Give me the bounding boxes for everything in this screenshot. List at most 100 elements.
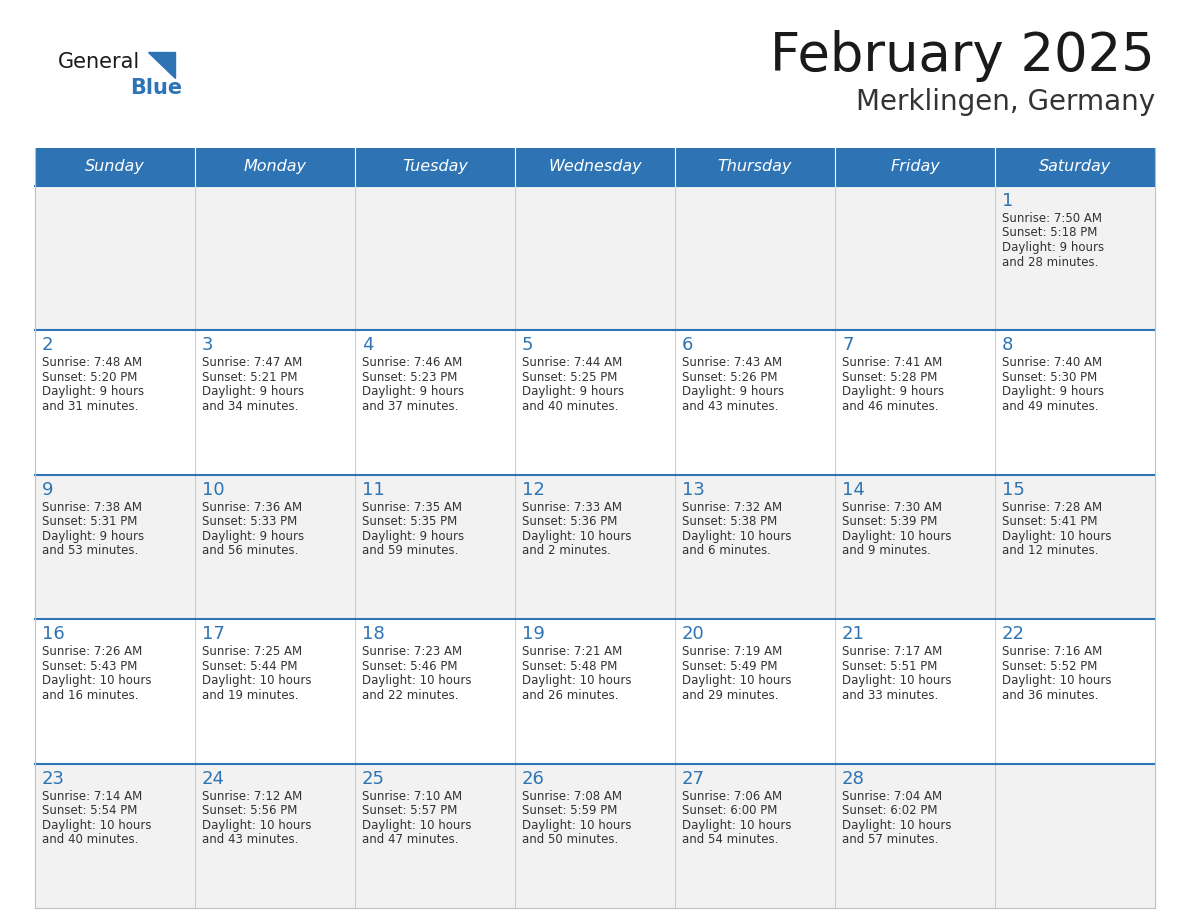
Text: Sunrise: 7:26 AM: Sunrise: 7:26 AM bbox=[42, 645, 143, 658]
Text: Sunset: 5:51 PM: Sunset: 5:51 PM bbox=[842, 660, 937, 673]
Text: and 40 minutes.: and 40 minutes. bbox=[42, 834, 138, 846]
Bar bbox=[34, 475, 195, 620]
Text: Daylight: 10 hours: Daylight: 10 hours bbox=[682, 530, 791, 543]
Text: and 50 minutes.: and 50 minutes. bbox=[522, 834, 618, 846]
Text: and 37 minutes.: and 37 minutes. bbox=[362, 400, 459, 413]
Text: Friday: Friday bbox=[890, 160, 940, 174]
Text: and 6 minutes.: and 6 minutes. bbox=[682, 544, 771, 557]
Bar bbox=[355, 764, 516, 908]
Text: Sunrise: 7:04 AM: Sunrise: 7:04 AM bbox=[842, 789, 942, 802]
Bar bbox=[516, 475, 675, 620]
Text: Daylight: 10 hours: Daylight: 10 hours bbox=[1001, 530, 1112, 543]
Text: and 43 minutes.: and 43 minutes. bbox=[682, 400, 778, 413]
Text: and 33 minutes.: and 33 minutes. bbox=[842, 688, 939, 701]
Bar bbox=[195, 330, 355, 475]
Text: and 40 minutes.: and 40 minutes. bbox=[522, 400, 619, 413]
Text: 15: 15 bbox=[1001, 481, 1025, 498]
Text: and 2 minutes.: and 2 minutes. bbox=[522, 544, 611, 557]
Text: General: General bbox=[58, 52, 140, 72]
Text: 23: 23 bbox=[42, 769, 65, 788]
Text: February 2025: February 2025 bbox=[770, 30, 1155, 82]
Text: 28: 28 bbox=[842, 769, 865, 788]
Text: and 49 minutes.: and 49 minutes. bbox=[1001, 400, 1099, 413]
Text: Sunset: 5:38 PM: Sunset: 5:38 PM bbox=[682, 515, 777, 528]
Text: and 53 minutes.: and 53 minutes. bbox=[42, 544, 138, 557]
Text: Sunset: 5:25 PM: Sunset: 5:25 PM bbox=[522, 371, 618, 384]
Text: and 29 minutes.: and 29 minutes. bbox=[682, 688, 778, 701]
Text: Sunrise: 7:10 AM: Sunrise: 7:10 AM bbox=[362, 789, 462, 802]
Text: and 26 minutes.: and 26 minutes. bbox=[522, 688, 619, 701]
Bar bbox=[34, 148, 195, 186]
Text: and 31 minutes.: and 31 minutes. bbox=[42, 400, 138, 413]
Text: 19: 19 bbox=[522, 625, 545, 644]
Text: 2: 2 bbox=[42, 336, 53, 354]
Text: Sunrise: 7:16 AM: Sunrise: 7:16 AM bbox=[1001, 645, 1102, 658]
Text: 14: 14 bbox=[842, 481, 865, 498]
Bar bbox=[34, 186, 195, 330]
Text: Sunset: 5:31 PM: Sunset: 5:31 PM bbox=[42, 515, 138, 528]
Bar bbox=[675, 764, 835, 908]
Text: Daylight: 9 hours: Daylight: 9 hours bbox=[202, 530, 304, 543]
Bar bbox=[195, 148, 355, 186]
Text: and 12 minutes.: and 12 minutes. bbox=[1001, 544, 1099, 557]
Text: Sunrise: 7:35 AM: Sunrise: 7:35 AM bbox=[362, 501, 462, 514]
Bar bbox=[835, 764, 996, 908]
Text: Sunset: 5:44 PM: Sunset: 5:44 PM bbox=[202, 660, 297, 673]
Text: and 43 minutes.: and 43 minutes. bbox=[202, 834, 298, 846]
Bar bbox=[996, 330, 1155, 475]
Text: Daylight: 9 hours: Daylight: 9 hours bbox=[42, 386, 144, 398]
Text: Sunrise: 7:40 AM: Sunrise: 7:40 AM bbox=[1001, 356, 1102, 369]
Text: Daylight: 9 hours: Daylight: 9 hours bbox=[362, 386, 465, 398]
Text: 24: 24 bbox=[202, 769, 225, 788]
Text: 16: 16 bbox=[42, 625, 65, 644]
Bar bbox=[34, 620, 195, 764]
Text: Sunrise: 7:47 AM: Sunrise: 7:47 AM bbox=[202, 356, 302, 369]
Text: Daylight: 10 hours: Daylight: 10 hours bbox=[202, 819, 311, 832]
Text: Sunset: 5:26 PM: Sunset: 5:26 PM bbox=[682, 371, 777, 384]
Text: and 19 minutes.: and 19 minutes. bbox=[202, 688, 298, 701]
Text: 3: 3 bbox=[202, 336, 214, 354]
Text: 8: 8 bbox=[1001, 336, 1013, 354]
Text: and 59 minutes.: and 59 minutes. bbox=[362, 544, 459, 557]
Text: Sunset: 5:49 PM: Sunset: 5:49 PM bbox=[682, 660, 777, 673]
Bar bbox=[195, 764, 355, 908]
Text: Daylight: 9 hours: Daylight: 9 hours bbox=[202, 386, 304, 398]
Text: 13: 13 bbox=[682, 481, 704, 498]
Bar bbox=[996, 186, 1155, 330]
Text: Sunrise: 7:28 AM: Sunrise: 7:28 AM bbox=[1001, 501, 1102, 514]
Text: Sunrise: 7:50 AM: Sunrise: 7:50 AM bbox=[1001, 212, 1102, 225]
Text: Sunday: Sunday bbox=[86, 160, 145, 174]
Text: Sunrise: 7:08 AM: Sunrise: 7:08 AM bbox=[522, 789, 623, 802]
Text: Sunrise: 7:19 AM: Sunrise: 7:19 AM bbox=[682, 645, 782, 658]
Bar bbox=[355, 475, 516, 620]
Text: Daylight: 10 hours: Daylight: 10 hours bbox=[522, 674, 632, 688]
Text: Daylight: 10 hours: Daylight: 10 hours bbox=[842, 530, 952, 543]
Bar bbox=[675, 148, 835, 186]
Text: and 16 minutes.: and 16 minutes. bbox=[42, 688, 139, 701]
Text: Sunset: 5:21 PM: Sunset: 5:21 PM bbox=[202, 371, 297, 384]
Bar bbox=[516, 620, 675, 764]
Text: Sunset: 6:00 PM: Sunset: 6:00 PM bbox=[682, 804, 777, 817]
Bar bbox=[835, 620, 996, 764]
Bar bbox=[835, 186, 996, 330]
Text: Sunrise: 7:46 AM: Sunrise: 7:46 AM bbox=[362, 356, 462, 369]
Text: Sunset: 5:20 PM: Sunset: 5:20 PM bbox=[42, 371, 138, 384]
Text: Sunset: 5:48 PM: Sunset: 5:48 PM bbox=[522, 660, 618, 673]
Bar bbox=[675, 330, 835, 475]
Text: Daylight: 10 hours: Daylight: 10 hours bbox=[522, 819, 632, 832]
Text: Sunset: 5:28 PM: Sunset: 5:28 PM bbox=[842, 371, 937, 384]
Text: Sunrise: 7:36 AM: Sunrise: 7:36 AM bbox=[202, 501, 302, 514]
Text: Sunset: 5:57 PM: Sunset: 5:57 PM bbox=[362, 804, 457, 817]
Text: 25: 25 bbox=[362, 769, 385, 788]
Text: 1: 1 bbox=[1001, 192, 1013, 210]
Text: 12: 12 bbox=[522, 481, 545, 498]
Text: Sunrise: 7:38 AM: Sunrise: 7:38 AM bbox=[42, 501, 143, 514]
Bar bbox=[355, 186, 516, 330]
Text: Sunset: 6:02 PM: Sunset: 6:02 PM bbox=[842, 804, 937, 817]
Text: Daylight: 10 hours: Daylight: 10 hours bbox=[522, 530, 632, 543]
Bar bbox=[675, 620, 835, 764]
Text: Daylight: 9 hours: Daylight: 9 hours bbox=[522, 386, 624, 398]
Text: Sunrise: 7:32 AM: Sunrise: 7:32 AM bbox=[682, 501, 782, 514]
Text: Wednesday: Wednesday bbox=[548, 160, 642, 174]
Text: Daylight: 9 hours: Daylight: 9 hours bbox=[42, 530, 144, 543]
